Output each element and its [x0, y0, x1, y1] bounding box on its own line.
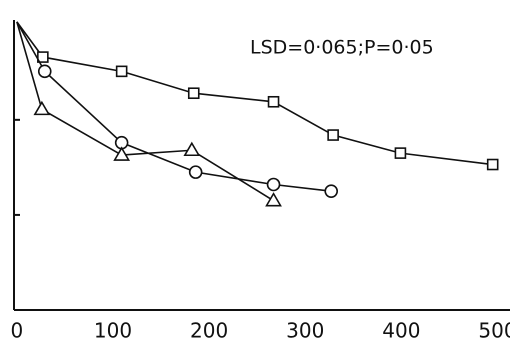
series-line	[16, 21, 274, 202]
x-tick-label: 0	[11, 319, 24, 343]
circle-marker	[266, 177, 281, 192]
square-marker	[394, 147, 407, 159]
triangle-marker	[183, 141, 201, 157]
square-marker	[187, 87, 200, 100]
square-marker	[327, 129, 339, 141]
annotation: LSD=0·065;P=0·05	[250, 37, 434, 59]
circle-marker	[37, 64, 52, 79]
square-marker	[267, 95, 280, 108]
square-marker	[115, 65, 128, 78]
triangle-marker	[33, 100, 51, 116]
circle-marker	[188, 165, 203, 179]
x-tick-label: 400	[382, 319, 420, 343]
square-marker	[37, 51, 49, 63]
triangle-marker	[265, 192, 282, 207]
series-line	[16, 21, 332, 192]
x-tick-label: 300	[286, 319, 324, 343]
circle-marker	[324, 184, 339, 198]
x-tick-label: 200	[190, 319, 228, 343]
x-tick-label: 100	[94, 319, 132, 343]
triangle-marker	[113, 146, 131, 161]
series-line	[16, 21, 493, 166]
x-tick-label: 500	[478, 319, 510, 343]
square-marker	[486, 158, 499, 171]
